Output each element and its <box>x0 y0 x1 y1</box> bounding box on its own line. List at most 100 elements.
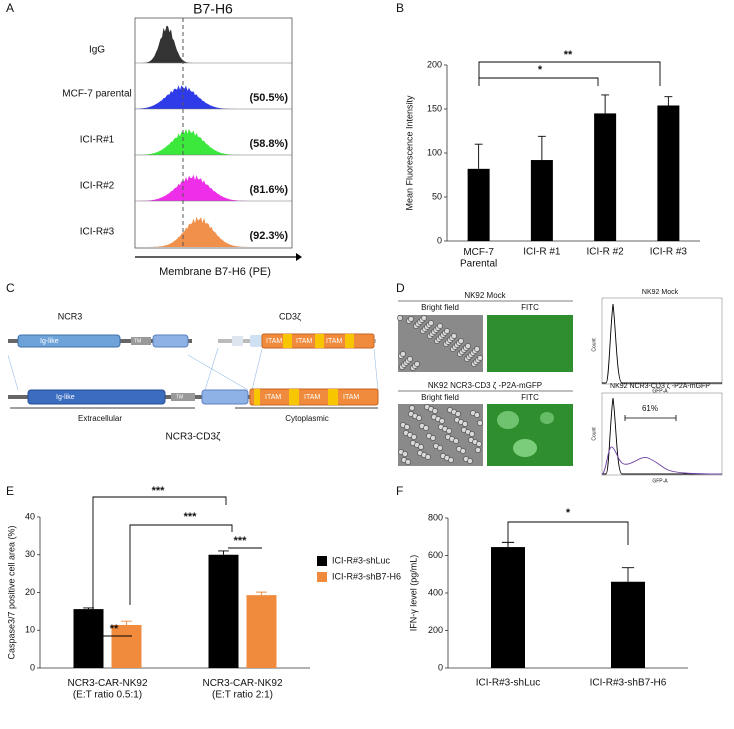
cell <box>475 447 481 453</box>
y-tick-label: 0 <box>438 662 443 672</box>
row-label: ICI-R#3 <box>80 227 115 238</box>
y-tick-label: 50 <box>432 191 442 201</box>
percent-label: (58.8%) <box>249 138 288 150</box>
significance-label: *** <box>152 485 166 497</box>
cell <box>425 454 431 460</box>
construct-name: NCR3-CD3ζ <box>166 432 222 443</box>
y-tick-label: 400 <box>428 587 443 597</box>
histogram-title: NK92 Mock <box>642 289 679 296</box>
domain <box>201 389 249 405</box>
cell <box>404 424 410 430</box>
error-bar <box>537 135 546 161</box>
error-bar <box>621 567 635 582</box>
bar <box>208 554 239 668</box>
cell <box>428 320 434 326</box>
region-label: Extracellular <box>78 414 122 423</box>
y-tick-label: 200 <box>427 59 442 69</box>
panel-label: B <box>396 1 404 15</box>
arrow-head <box>296 253 302 261</box>
histogram-curve <box>601 446 723 475</box>
fluorescent-cell <box>497 411 519 429</box>
domain-label: Ig-like <box>40 338 59 345</box>
bar <box>467 168 490 241</box>
connector <box>187 354 249 391</box>
y-axis-label: Count <box>591 427 597 441</box>
x-tick-label: NCR3-CAR-NK92 (E:T ratio 0.5:1) <box>67 678 147 701</box>
connector <box>251 348 263 391</box>
x-axis-label: GFP-A <box>652 478 668 484</box>
percent-label: (81.6%) <box>249 184 288 196</box>
y-tick-label: 20 <box>25 587 35 597</box>
panel-label: D <box>396 281 405 295</box>
domain <box>249 388 379 406</box>
cell <box>439 418 445 424</box>
bar <box>73 609 104 668</box>
domain-label: ITAM <box>326 338 342 345</box>
histogram-frame <box>601 392 723 476</box>
y-tick-label: 150 <box>427 103 442 113</box>
significance-label: *** <box>234 535 248 547</box>
panel-a: B7-H6 IgG MCF-7 parental ICI-R#1 ICI-R#2… <box>62 1 302 278</box>
histogram <box>135 174 292 201</box>
cell <box>474 412 480 418</box>
panel-label: F <box>396 484 403 498</box>
image-label: Bright field <box>421 393 459 402</box>
x-tick-label: ICI-R#3-shB7-H6 <box>590 678 667 689</box>
cell <box>402 451 408 457</box>
cell <box>423 425 429 431</box>
y-tick-label: 0 <box>437 235 442 245</box>
bar <box>530 160 553 241</box>
row-label: ICI-R#1 <box>80 135 115 146</box>
cell <box>448 457 454 463</box>
region-label: Cytoplasmic <box>285 414 329 423</box>
error-bar <box>601 94 610 114</box>
x-tick-label: ICI-R #2 <box>587 247 625 258</box>
row-label: MCF-7 parental <box>62 89 131 100</box>
cell <box>407 356 413 362</box>
domain-label: ITAM <box>265 394 281 401</box>
x-axis-label: GFP-A <box>652 388 668 394</box>
row-title: NK92 NCR3-CD3 ζ -P2A-mGFP <box>428 381 542 390</box>
error-bar <box>664 96 673 106</box>
histogram <box>135 25 292 63</box>
panel-title: B7-H6 <box>193 1 233 17</box>
fitc-image <box>487 315 573 372</box>
image-label: FITC <box>521 303 539 312</box>
error-bar <box>218 550 229 555</box>
y-axis-label: Count <box>591 338 597 352</box>
legend-swatch <box>317 556 327 566</box>
significance-label: ** <box>110 623 119 635</box>
cell <box>430 435 436 441</box>
y-tick-label: 600 <box>428 550 443 560</box>
cell <box>397 315 403 321</box>
cell <box>465 343 471 349</box>
error-bar <box>256 591 267 596</box>
domain <box>171 393 195 401</box>
significance-label: * <box>538 64 543 76</box>
y-tick-label: 0 <box>30 662 35 672</box>
y-tick-label: 200 <box>428 625 443 635</box>
cell <box>476 441 482 447</box>
y-tick-label: 40 <box>25 511 35 521</box>
cell <box>437 323 443 329</box>
y-axis-label: IFN-γ level (pg/mL) <box>408 555 418 632</box>
domain <box>131 337 151 345</box>
cell <box>405 459 411 465</box>
significance-bracket <box>478 61 661 86</box>
cell <box>444 328 450 334</box>
plot-frame <box>134 17 293 249</box>
cell <box>455 411 461 417</box>
percent-label: (92.3%) <box>249 230 288 242</box>
domain-label: Ig-like <box>56 394 75 401</box>
histogram <box>135 128 292 155</box>
cell <box>462 421 468 427</box>
domain <box>250 335 262 347</box>
protein-name: NCR3 <box>58 311 83 321</box>
cell <box>477 355 483 361</box>
spacer <box>315 334 324 348</box>
histogram <box>135 85 292 109</box>
panel-c: NCR3 Ig-like TM CD3ζ ITAM ITAM ITAM Ig-l… <box>7 311 379 443</box>
legend-label: ICI-R#3-shLuc <box>332 555 391 565</box>
x-axis-label: Membrane B7-H6 (PE) <box>159 266 271 278</box>
domain-label: ITAM <box>296 338 312 345</box>
